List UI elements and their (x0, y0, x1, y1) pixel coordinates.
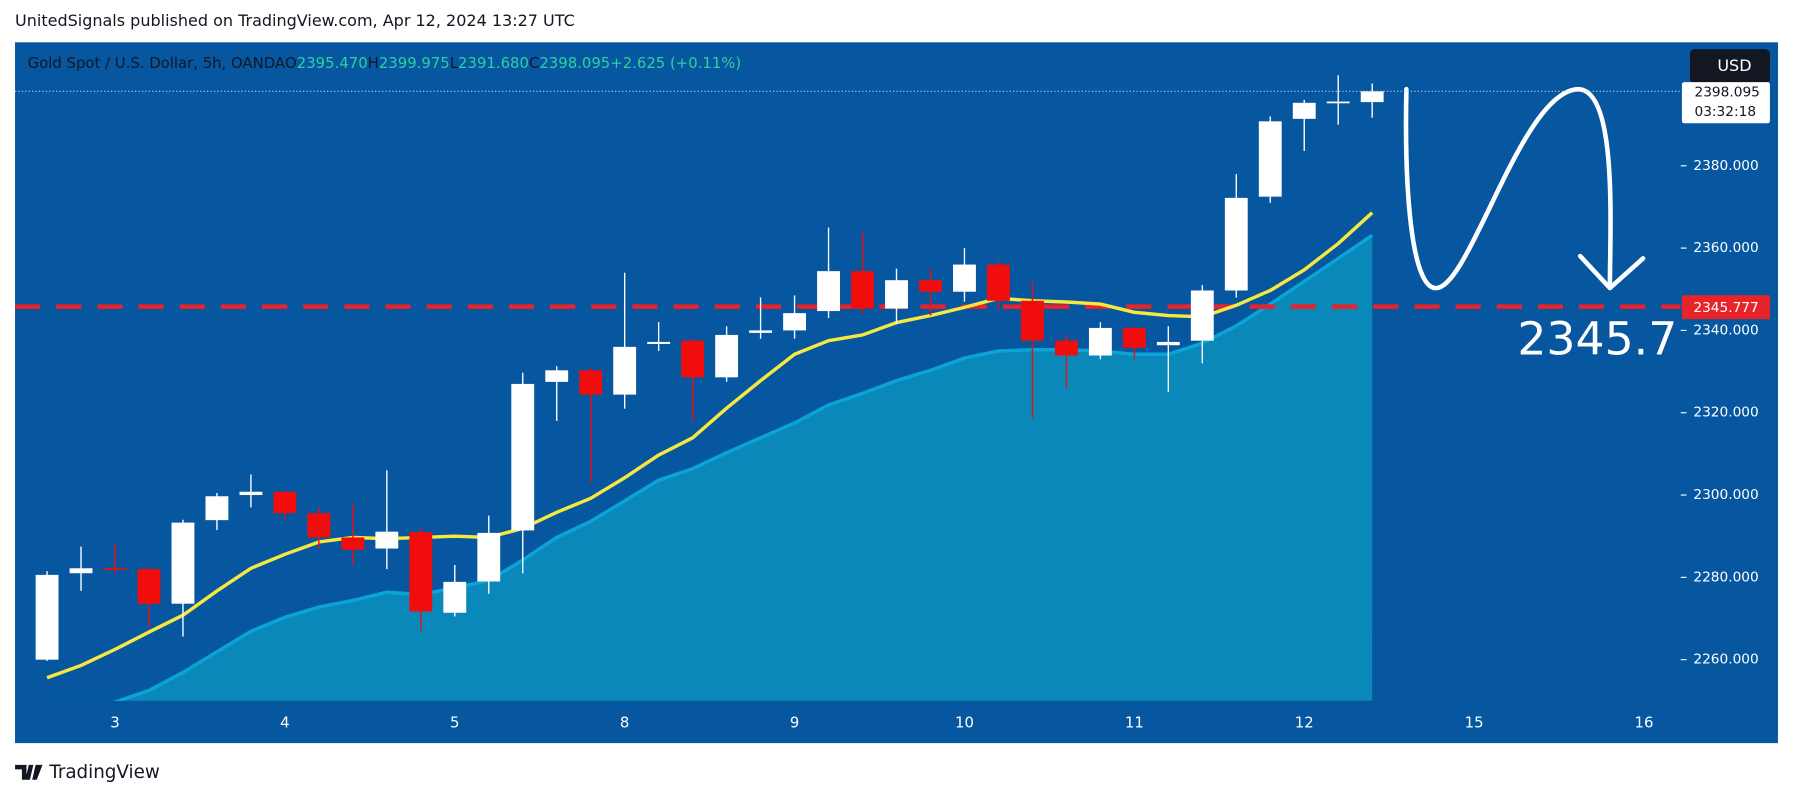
area-line (112, 233, 1374, 701)
candle-body (1156, 341, 1180, 346)
last-price-label: 2398.095 (1695, 84, 1760, 100)
area-fill (47, 235, 1373, 701)
annotation: 2345.7 (1517, 313, 1677, 366)
candle-body (1190, 290, 1214, 341)
candle-body (307, 513, 331, 538)
candle-body (409, 532, 433, 612)
candle-body (783, 313, 806, 331)
candle-body (341, 537, 365, 550)
candle-body (477, 532, 501, 582)
plot-area (15, 75, 1681, 701)
x-tick-label: 12 (1295, 714, 1314, 732)
candle-body (69, 568, 93, 574)
currency-button[interactable] (1689, 49, 1770, 84)
publisher-line: UnitedSignals published on TradingView.c… (15, 11, 575, 30)
candle-body (103, 568, 127, 571)
symbol-title: Gold Spot / U.S. Dollar, 5h, OANDA (28, 54, 286, 72)
candle-body (171, 522, 195, 604)
candle-body (1224, 197, 1248, 291)
candle-body (885, 280, 908, 309)
candle-body (1258, 121, 1282, 197)
ohlc-value: 2395.470 (297, 54, 368, 72)
candle-body (511, 383, 535, 531)
candle-body (1360, 91, 1384, 103)
y-tick-label: 2360.000 (1693, 240, 1758, 256)
candle-body (545, 370, 569, 382)
x-tick-label: 9 (790, 714, 799, 732)
candle-body (817, 271, 840, 312)
x-tick-label: 11 (1125, 714, 1144, 732)
candle-body (1122, 327, 1146, 348)
ohlc-key: O (285, 54, 297, 72)
moving-average (46, 211, 1374, 680)
candle-body (647, 341, 671, 344)
candle-body (1326, 101, 1350, 104)
candle-body (1292, 102, 1316, 119)
footer-logo: TradingView (15, 762, 160, 783)
countdown: 03:32:18 (1695, 104, 1757, 120)
y-tick-label: 2380.000 (1693, 158, 1758, 174)
candle-body (749, 330, 773, 333)
y-tick-label: 2280.000 (1693, 569, 1758, 585)
x-tick-label: 5 (450, 714, 459, 732)
legend-header: Gold Spot / U.S. Dollar, 5h, OANDAO2395.… (28, 54, 742, 72)
x-tick-label: 4 (280, 714, 289, 732)
candle-body (579, 370, 603, 395)
candle-body (273, 491, 297, 514)
candle-body (919, 280, 942, 292)
change: +2.625 (+0.11%) (610, 54, 741, 72)
x-tick-label: 10 (955, 714, 974, 732)
ohlc-key: L (450, 54, 459, 72)
candle-body (239, 491, 263, 496)
hline-price-label: 2345.777 (1693, 300, 1758, 316)
candle-body (205, 496, 229, 521)
candle-body (1020, 300, 1044, 341)
ohlc-value: 2398.095 (539, 54, 610, 72)
x-tick-label: 3 (110, 714, 119, 732)
y-tick-label: 2340.000 (1693, 322, 1758, 338)
header-text: Gold Spot / U.S. Dollar, 5h, OANDAO2395.… (28, 54, 742, 72)
candle-body (987, 264, 1010, 301)
y-tick-label: 2300.000 (1693, 487, 1758, 503)
candle-body (715, 334, 739, 378)
ohlc-key: C (529, 54, 539, 72)
currency-label[interactable]: USD (1717, 56, 1751, 75)
candle-body (953, 264, 976, 292)
ohlc-value: 2391.680 (458, 54, 529, 72)
y-tick-label: 2320.000 (1693, 405, 1758, 421)
candle-body (443, 581, 467, 613)
x-tick-label: 8 (620, 714, 629, 732)
candle-body (1088, 327, 1112, 356)
ohlc-value: 2399.975 (379, 54, 450, 72)
candle-body (681, 340, 705, 378)
candle-body (851, 271, 874, 309)
candle-body (375, 531, 399, 549)
y-tick-label: 2260.000 (1693, 652, 1758, 668)
drawn-arrow (1403, 86, 1646, 291)
ohlc-key: H (368, 54, 379, 72)
candle-body (613, 346, 637, 395)
candle-body (137, 569, 161, 604)
candle-body (1054, 340, 1078, 356)
logo-mark (15, 764, 43, 780)
hline-price-box (1681, 295, 1770, 320)
x-tick-label: 16 (1635, 714, 1654, 732)
x-tick-label: 15 (1465, 714, 1484, 732)
brand: TradingView (48, 762, 160, 783)
last-price-box (1681, 82, 1770, 124)
candle-body (35, 574, 59, 660)
